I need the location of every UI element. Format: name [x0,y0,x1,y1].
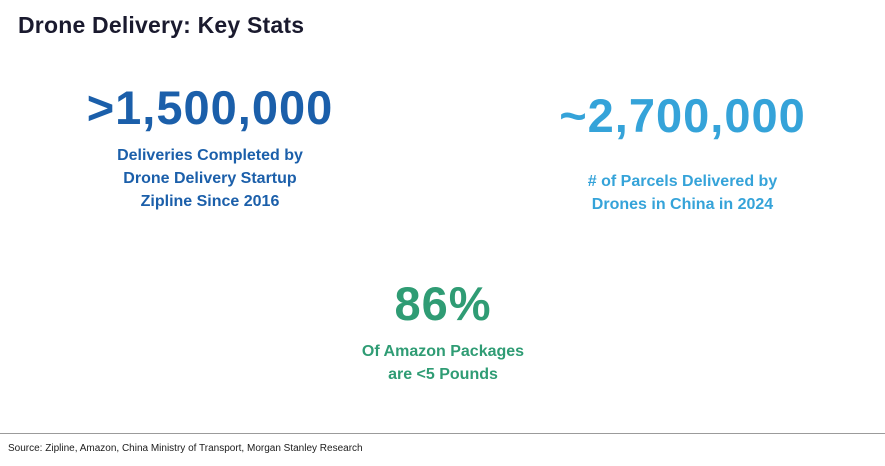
stat-label-zipline: Deliveries Completed by Drone Delivery S… [30,144,390,214]
stat-block-zipline-deliveries: >1,500,000 Deliveries Completed by Drone… [30,82,390,213]
stat-label-zipline-line-2: Drone Delivery Startup [123,169,297,187]
stat-label-china-line-1: # of Parcels Delivered by [587,172,778,190]
page-title: Drone Delivery: Key Stats [18,12,305,38]
stat-label-china: # of Parcels Delivered by Drones in Chin… [500,170,865,216]
source-note: Source: Zipline, Amazon, China Ministry … [8,443,363,454]
stat-label-china-line-2: Drones in China in 2024 [591,195,774,213]
footer-divider [0,433,885,434]
stat-label-amazon-line-1: Of Amazon Packages [361,342,525,360]
stat-label-amazon: Of Amazon Packages are <5 Pounds [283,340,603,386]
stat-value-china: ~2,700,000 [559,89,806,142]
stat-value-zipline: >1,500,000 [86,81,334,134]
stat-block-china-parcels: ~2,700,000 # of Parcels Delivered by Dro… [500,90,865,216]
stat-label-zipline-line-1: Deliveries Completed by [117,146,303,164]
stat-value-amazon: 86% [394,277,492,330]
stat-label-zipline-line-3: Zipline Since 2016 [140,193,280,211]
stat-block-amazon-packages: 86% Of Amazon Packages are <5 Pounds [283,278,603,386]
stat-label-amazon-line-2: are <5 Pounds [388,365,498,383]
